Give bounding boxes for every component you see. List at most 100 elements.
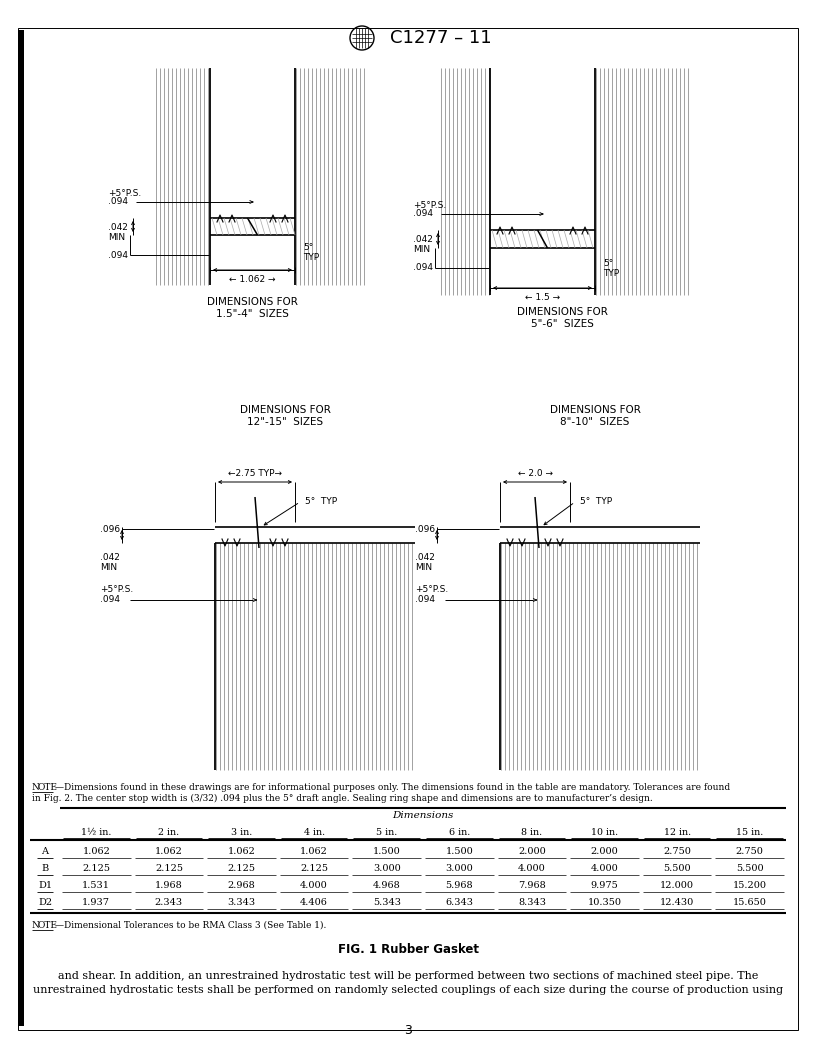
Text: DIMENSIONS FOR: DIMENSIONS FOR [517, 307, 608, 317]
Text: —Dimensions found in these drawings are for informational purposes only. The dim: —Dimensions found in these drawings are … [55, 782, 730, 792]
Text: 2.750: 2.750 [736, 847, 764, 856]
Text: 8.343: 8.343 [518, 899, 546, 907]
Text: 5°: 5° [303, 243, 313, 251]
Text: 8"-10"  SIZES: 8"-10" SIZES [561, 417, 630, 427]
Text: B: B [42, 865, 49, 873]
Text: 2 in.: 2 in. [158, 828, 180, 837]
Text: 3 in.: 3 in. [231, 828, 252, 837]
Text: 2.000: 2.000 [518, 847, 546, 856]
Text: 9.975: 9.975 [591, 882, 619, 890]
Text: —Dimensional Tolerances to be RMA Class 3 (See Table 1).: —Dimensional Tolerances to be RMA Class … [55, 921, 326, 930]
Text: .042: .042 [413, 235, 432, 245]
Text: 5.500: 5.500 [663, 865, 691, 873]
Text: +5°P.S.: +5°P.S. [415, 585, 448, 595]
Text: 2.750: 2.750 [663, 847, 691, 856]
Text: ← 1.062 →: ← 1.062 → [229, 276, 276, 284]
Text: 5°: 5° [603, 259, 614, 267]
Text: D2: D2 [38, 899, 52, 907]
Text: unrestrained hydrostatic tests shall be performed on randomly selected couplings: unrestrained hydrostatic tests shall be … [33, 985, 783, 995]
Text: .096: .096 [415, 525, 435, 533]
Text: 12.430: 12.430 [660, 899, 694, 907]
Text: 6.343: 6.343 [446, 899, 473, 907]
Text: 5.968: 5.968 [446, 882, 473, 890]
Text: .094: .094 [413, 209, 433, 219]
Text: 1.062: 1.062 [82, 847, 110, 856]
Text: MIN: MIN [413, 245, 430, 254]
Text: 4.406: 4.406 [300, 899, 328, 907]
Text: .042: .042 [108, 224, 128, 232]
Text: 5.500: 5.500 [736, 865, 764, 873]
Text: ← 1.5 →: ← 1.5 → [525, 294, 560, 302]
Text: 15.650: 15.650 [733, 899, 767, 907]
Text: 1.968: 1.968 [155, 882, 183, 890]
Text: 5 in.: 5 in. [376, 828, 397, 837]
Text: 5°  TYP: 5° TYP [580, 497, 612, 507]
Text: 1½ in.: 1½ in. [81, 828, 112, 837]
Text: +5°P.S.: +5°P.S. [413, 201, 446, 209]
Text: .042: .042 [100, 552, 120, 562]
Text: C1277 – 11: C1277 – 11 [390, 29, 491, 48]
Text: 3.000: 3.000 [373, 865, 401, 873]
Text: 4.000: 4.000 [300, 882, 328, 890]
Text: 12 in.: 12 in. [663, 828, 690, 837]
Text: 2.343: 2.343 [155, 899, 183, 907]
Text: MIN: MIN [108, 233, 125, 243]
Text: 12"-15"  SIZES: 12"-15" SIZES [247, 417, 323, 427]
Text: ←2.75 TYP→: ←2.75 TYP→ [228, 470, 282, 478]
Text: 4 in.: 4 in. [304, 828, 325, 837]
Text: 8 in.: 8 in. [521, 828, 543, 837]
Text: 2.125: 2.125 [82, 865, 110, 873]
Text: 1.937: 1.937 [82, 899, 110, 907]
Text: .094: .094 [100, 596, 120, 604]
Text: 4.968: 4.968 [373, 882, 401, 890]
Text: 2.968: 2.968 [228, 882, 255, 890]
Text: OTE: OTE [37, 921, 57, 930]
Text: 4.000: 4.000 [591, 865, 619, 873]
Text: 10 in.: 10 in. [591, 828, 618, 837]
Text: 3.343: 3.343 [228, 899, 255, 907]
Text: 4.000: 4.000 [518, 865, 546, 873]
Text: TYP: TYP [603, 268, 619, 278]
Text: .094: .094 [415, 596, 435, 604]
Text: 5"-6"  SIZES: 5"-6" SIZES [531, 319, 594, 329]
Text: Dimensions: Dimensions [392, 811, 454, 821]
Text: 2.125: 2.125 [228, 865, 255, 873]
Text: 3: 3 [404, 1023, 412, 1037]
Text: DIMENSIONS FOR: DIMENSIONS FOR [240, 406, 330, 415]
Text: +5°P.S.: +5°P.S. [108, 189, 141, 197]
Text: 3.000: 3.000 [446, 865, 473, 873]
Text: .042: .042 [415, 552, 435, 562]
Text: 6 in.: 6 in. [449, 828, 470, 837]
Text: DIMENSIONS FOR: DIMENSIONS FOR [207, 297, 298, 307]
Text: 15 in.: 15 in. [736, 828, 763, 837]
Text: .094: .094 [108, 197, 128, 207]
Text: .096: .096 [100, 525, 120, 533]
Text: .094: .094 [108, 250, 128, 260]
Text: N: N [32, 782, 40, 792]
Text: 5°  TYP: 5° TYP [305, 497, 337, 507]
Text: 5.343: 5.343 [373, 899, 401, 907]
Text: 12.000: 12.000 [660, 882, 694, 890]
Text: in Fig. 2. The center stop width is (3/32) .094 plus the 5° draft angle. Sealing: in Fig. 2. The center stop width is (3/3… [32, 794, 653, 804]
Text: TYP: TYP [303, 252, 319, 262]
Text: MIN: MIN [100, 564, 118, 572]
Text: 1.531: 1.531 [82, 882, 110, 890]
Text: 1.5"-4"  SIZES: 1.5"-4" SIZES [216, 309, 289, 319]
Text: .094: .094 [413, 264, 433, 272]
Text: 7.968: 7.968 [518, 882, 546, 890]
Text: A: A [42, 847, 48, 856]
Text: 2.125: 2.125 [155, 865, 183, 873]
Text: 2.000: 2.000 [591, 847, 619, 856]
Text: and shear. In addition, an unrestrained hydrostatic test will be performed betwe: and shear. In addition, an unrestrained … [58, 972, 758, 981]
Text: D1: D1 [38, 882, 52, 890]
Bar [18, 30, 24, 1026]
Text: 1.062: 1.062 [300, 847, 328, 856]
Text: OTE: OTE [37, 782, 57, 792]
Text: DIMENSIONS FOR: DIMENSIONS FOR [549, 406, 641, 415]
Text: 15.200: 15.200 [733, 882, 767, 890]
Text: FIG. 1 Rubber Gasket: FIG. 1 Rubber Gasket [338, 943, 478, 956]
Text: 1.500: 1.500 [446, 847, 473, 856]
Text: 2.125: 2.125 [300, 865, 328, 873]
Text: 1.500: 1.500 [373, 847, 401, 856]
Text: ← 2.0 →: ← 2.0 → [517, 470, 552, 478]
